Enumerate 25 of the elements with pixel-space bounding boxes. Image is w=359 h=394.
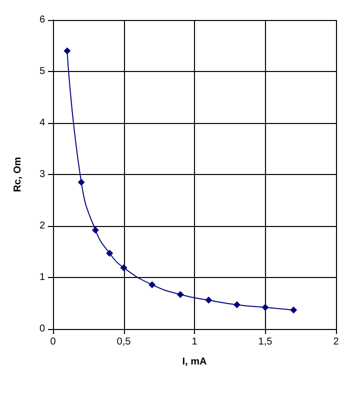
point (233, 301, 240, 308)
point (92, 226, 99, 234)
y-tick-label: 0 (39, 324, 46, 334)
x-tick-label: 1 (192, 336, 198, 348)
x-tick-label: 1,5 (258, 336, 273, 348)
x-axis-title: I, mA (182, 356, 207, 368)
point (64, 47, 71, 54)
point (290, 306, 298, 314)
point (148, 281, 156, 288)
y-axis-title: Rc, Om (12, 156, 24, 192)
y-tick-label: 2 (39, 220, 46, 232)
point (120, 264, 128, 272)
x-tick-label: 2 (333, 336, 340, 348)
point (78, 178, 85, 186)
y-tick-label: 6 (39, 14, 46, 26)
point (106, 250, 114, 257)
point (262, 304, 269, 311)
y-tick-label: 3 (39, 169, 46, 180)
x-tick-label: 0,5 (116, 336, 132, 348)
point (205, 296, 212, 304)
x-tick-label: 0 (50, 336, 56, 348)
y-tick-label: 1 (39, 272, 46, 283)
y-tick-label: 5 (39, 66, 46, 77)
point (176, 290, 184, 298)
y-tick-label: 4 (39, 118, 46, 128)
